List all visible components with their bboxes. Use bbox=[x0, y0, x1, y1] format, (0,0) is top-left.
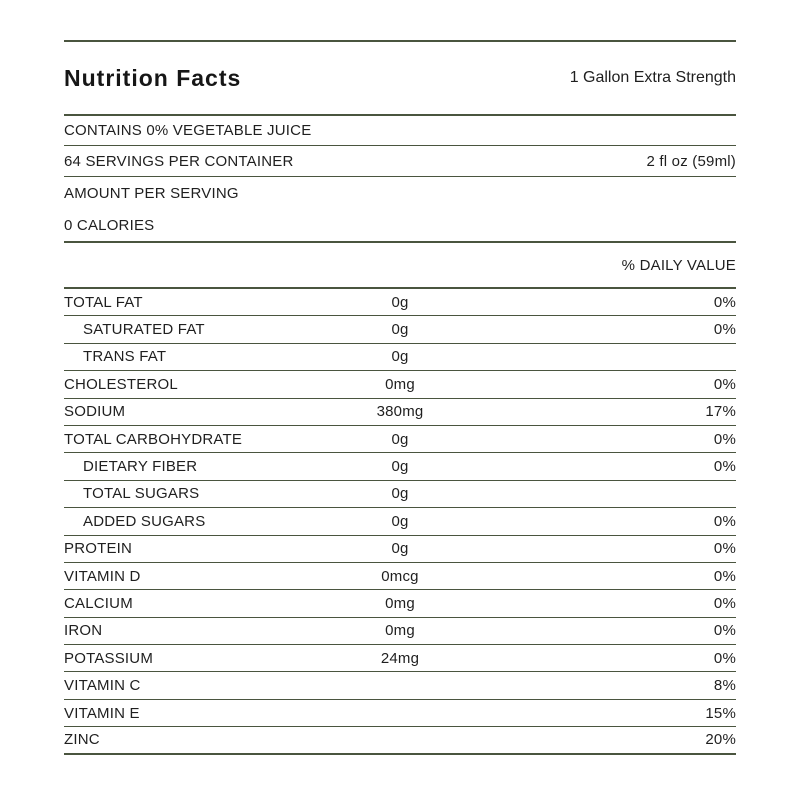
nutrient-daily-value: 0% bbox=[713, 622, 736, 640]
nutrient-daily-value: 0% bbox=[713, 567, 736, 585]
nutrient-amount: 0g bbox=[391, 458, 409, 476]
calories-text: 0 CALORIES bbox=[64, 216, 155, 234]
amount-per-serving-text: AMOUNT PER SERVING bbox=[64, 184, 239, 202]
daily-value-header-row: % DAILY VALUE bbox=[64, 243, 736, 289]
nutrient-label: TOTAL CARBOHYDRATE bbox=[64, 430, 243, 448]
servings-per-container: 64 SERVINGS PER CONTAINER bbox=[64, 152, 294, 170]
nutrient-row: VITAMIN E 15% bbox=[64, 700, 736, 728]
nutrient-daily-value: 0% bbox=[713, 540, 736, 558]
nutrient-row: TOTAL CARBOHYDRATE 0g 0% bbox=[64, 426, 736, 454]
nutrient-daily-value: 17% bbox=[705, 403, 736, 421]
nutrient-label: CHOLESTEROL bbox=[64, 375, 178, 393]
nutrient-row: CALCIUM 0mg 0% bbox=[64, 590, 736, 618]
nutrient-daily-value: 8% bbox=[713, 677, 736, 695]
nutrient-row: ADDED SUGARS 0g 0% bbox=[64, 508, 736, 536]
label-header: Nutrition Facts 1 Gallon Extra Strength bbox=[64, 40, 736, 116]
nutrient-amount: 0mg bbox=[385, 375, 415, 393]
nutrient-label: TOTAL SUGARS bbox=[83, 485, 200, 503]
nutrient-amount: 0g bbox=[391, 512, 409, 530]
nutrient-amount: 0g bbox=[391, 321, 409, 339]
servings-row: 64 SERVINGS PER CONTAINER 2 fl oz (59ml) bbox=[64, 146, 736, 177]
nutrient-table: TOTAL FAT 0g 0% SATURATED FAT 0g 0% TRAN… bbox=[64, 289, 736, 755]
nutrient-label: SODIUM bbox=[64, 403, 126, 421]
nutrient-daily-value: 0% bbox=[713, 458, 736, 476]
page-title: Nutrition Facts bbox=[64, 64, 242, 91]
nutrient-daily-value: 0% bbox=[713, 512, 736, 530]
nutrient-row: PROTEIN 0g 0% bbox=[64, 536, 736, 563]
contains-row: CONTAINS 0% VEGETABLE JUICE bbox=[64, 116, 736, 146]
nutrient-amount: 0g bbox=[391, 430, 409, 448]
nutrient-daily-value: 20% bbox=[705, 731, 736, 749]
nutrient-amount: 0mcg bbox=[381, 567, 419, 585]
nutrient-row: TRANS FAT 0g bbox=[64, 344, 736, 372]
nutrient-row: TOTAL FAT 0g 0% bbox=[64, 289, 736, 317]
nutrient-label: VITAMIN C bbox=[64, 677, 141, 695]
daily-value-header-text: % DAILY VALUE bbox=[621, 256, 736, 274]
nutrient-daily-value: 0% bbox=[713, 321, 736, 339]
nutrient-label: ADDED SUGARS bbox=[83, 512, 206, 530]
nutrient-label: TRANS FAT bbox=[83, 348, 167, 366]
nutrient-label: CALCIUM bbox=[64, 594, 133, 612]
amount-per-serving-row: AMOUNT PER SERVING bbox=[64, 177, 736, 209]
nutrient-row: DIETARY FIBER 0g 0% bbox=[64, 453, 736, 481]
nutrient-row: VITAMIN D 0mcg 0% bbox=[64, 563, 736, 591]
nutrient-amount: 0g bbox=[391, 293, 409, 311]
nutrient-daily-value: 0% bbox=[713, 594, 736, 612]
nutrient-row: TOTAL SUGARS 0g bbox=[64, 481, 736, 509]
nutrient-amount: 380mg bbox=[376, 403, 424, 421]
nutrient-label: IRON bbox=[64, 622, 103, 640]
nutrient-row: SATURATED FAT 0g 0% bbox=[64, 316, 736, 344]
nutrient-amount: 0g bbox=[391, 485, 409, 503]
nutrient-row: POTASSIUM 24mg 0% bbox=[64, 645, 736, 673]
nutrient-label: PROTEIN bbox=[64, 540, 133, 558]
nutrient-amount: 0mg bbox=[385, 594, 415, 612]
nutrient-daily-value: 0% bbox=[713, 293, 736, 311]
nutrient-label: DIETARY FIBER bbox=[83, 458, 198, 476]
product-variant: 1 Gallon Extra Strength bbox=[569, 69, 736, 86]
nutrient-daily-value: 15% bbox=[705, 704, 736, 722]
nutrient-row: IRON 0mg 0% bbox=[64, 618, 736, 646]
nutrient-daily-value: 0% bbox=[713, 649, 736, 667]
calories-row: 0 CALORIES bbox=[64, 209, 736, 243]
nutrient-row: VITAMIN C 8% bbox=[64, 672, 736, 700]
nutrient-label: TOTAL FAT bbox=[64, 293, 143, 311]
nutrient-label: ZINC bbox=[64, 731, 100, 749]
nutrition-facts-label: Nutrition Facts 1 Gallon Extra Strength … bbox=[64, 40, 736, 755]
nutrient-label: SATURATED FAT bbox=[83, 321, 205, 339]
nutrient-row: SODIUM 380mg 17% bbox=[64, 399, 736, 426]
nutrient-daily-value: 0% bbox=[713, 430, 736, 448]
nutrient-amount: 0mg bbox=[385, 622, 415, 640]
nutrient-label: POTASSIUM bbox=[64, 649, 154, 667]
nutrient-amount: 0g bbox=[391, 348, 409, 366]
nutrient-amount: 24mg bbox=[380, 649, 420, 667]
contains-text: CONTAINS 0% VEGETABLE JUICE bbox=[64, 122, 312, 139]
nutrient-label: VITAMIN E bbox=[64, 704, 140, 722]
nutrient-row: ZINC 20% bbox=[64, 727, 736, 755]
nutrient-label: VITAMIN D bbox=[64, 567, 141, 585]
nutrient-row: CHOLESTEROL 0mg 0% bbox=[64, 371, 736, 399]
nutrient-daily-value: 0% bbox=[713, 375, 736, 393]
nutrient-amount: 0g bbox=[391, 540, 409, 558]
serving-size: 2 fl oz (59ml) bbox=[646, 152, 736, 170]
